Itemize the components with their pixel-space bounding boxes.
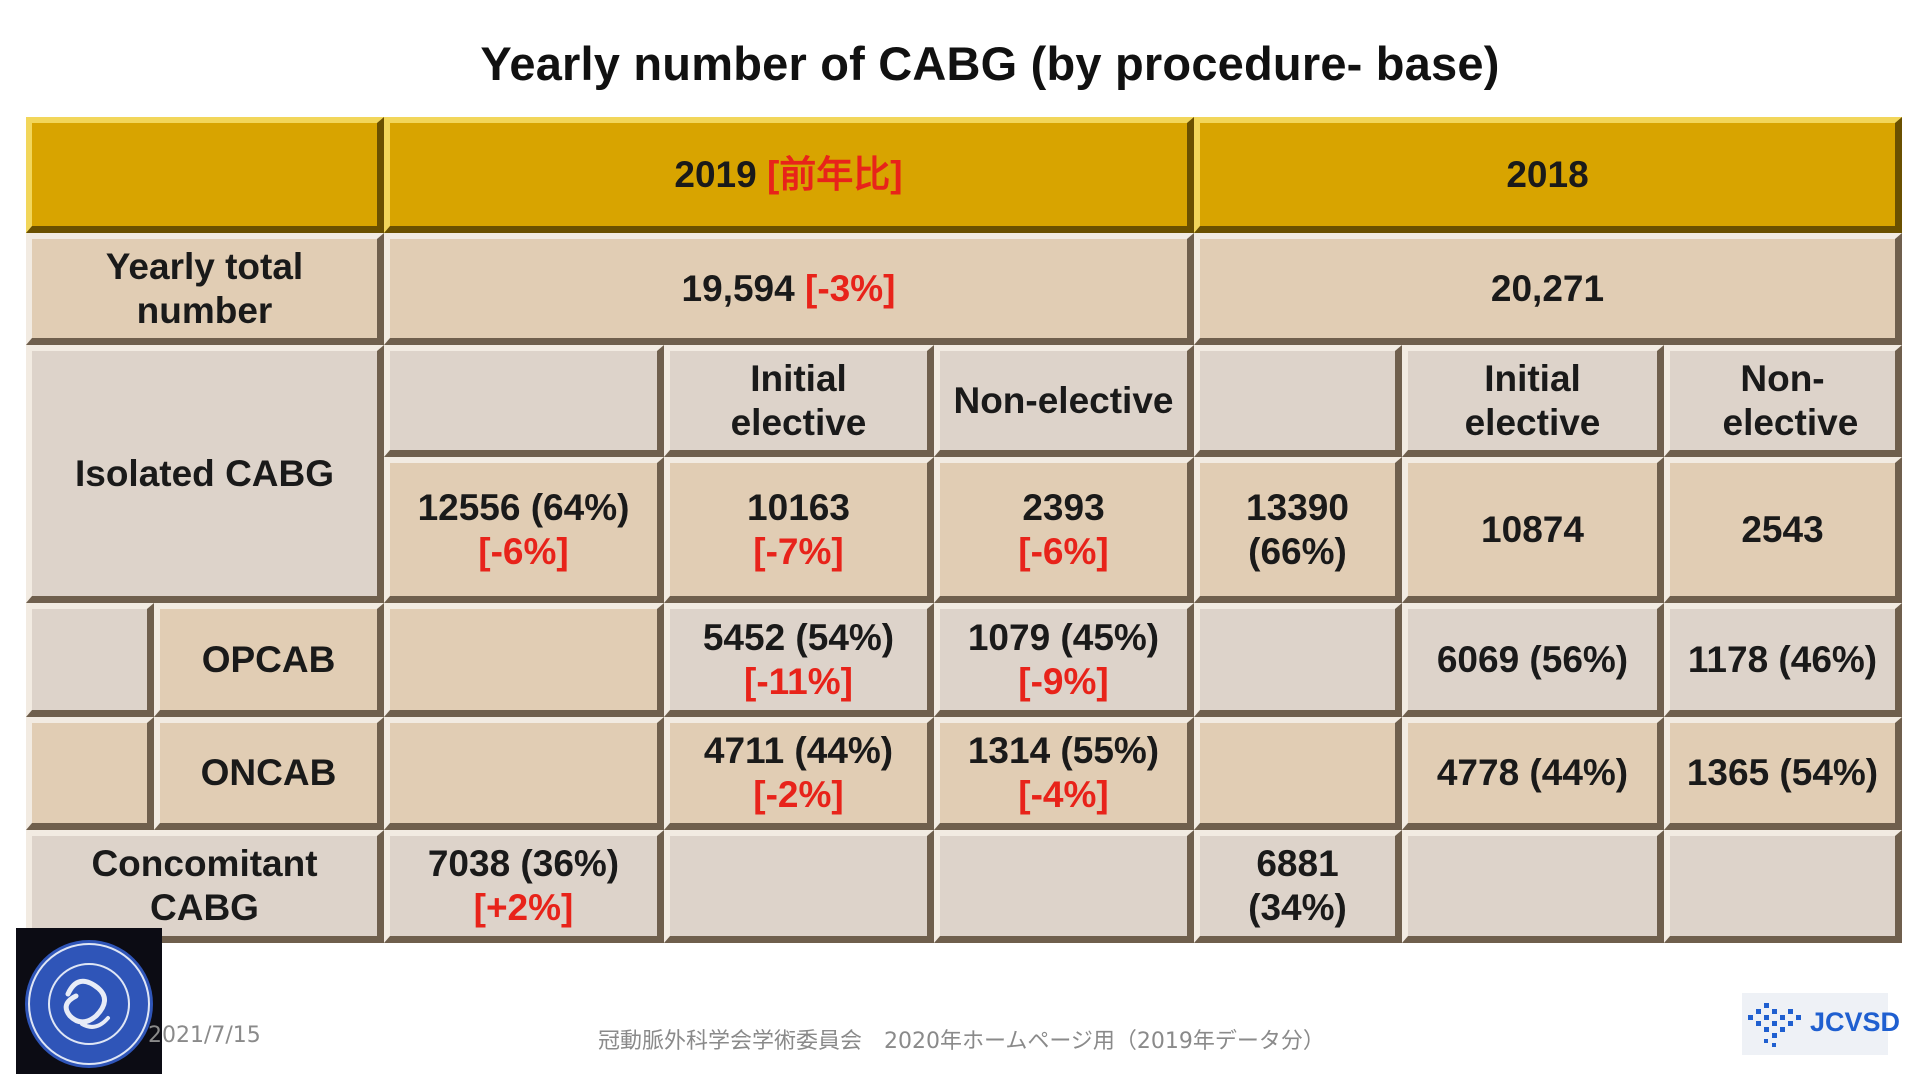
col-initial-elective-2019: Initial elective	[730, 357, 867, 443]
isolated-2018-nonelective: 2543	[1664, 457, 1902, 603]
isolated-2019-total: 12556 (64%) [-6%]	[384, 457, 664, 603]
isolated-2019-nonelective-change: [-6%]	[1018, 530, 1109, 572]
opcab-2018-nonelective: 1178 (46%)	[1664, 603, 1902, 717]
opcab-2019-blank	[384, 603, 664, 717]
concomitant-2018-total-value: 6881 (34%)	[1248, 843, 1347, 928]
opcab-indent	[26, 603, 154, 717]
concomitant-label: Concomitant CABG	[26, 830, 384, 943]
opcab-label-text: OPCAB	[201, 638, 336, 680]
header-2018-year: 2018	[1506, 153, 1589, 195]
concomitant-2019-total: 7038 (36%) [+2%]	[384, 830, 664, 943]
total-2018-value: 20,271	[1490, 267, 1605, 309]
oncab-2019-blank	[384, 717, 664, 830]
opcab-2019-initial-value: 5452 (54%)	[702, 616, 895, 658]
header-2019-year: 2019	[674, 153, 757, 195]
opcab-2019-initial-change: [-11%]	[744, 660, 853, 702]
concomitant-2018-total: 6881 (34%)	[1194, 830, 1402, 943]
oncab-2019-nonelective: 1314 (55%) [-4%]	[934, 717, 1194, 830]
isolated-2018-blank-header	[1194, 345, 1402, 457]
isolated-2019-nonelective: 2393 [-6%]	[934, 457, 1194, 603]
oncab-2019-initial-value: 4711 (44%)	[703, 730, 894, 772]
oncab-indent	[26, 717, 154, 830]
oncab-2018-initial: 4778 (44%)	[1402, 717, 1664, 830]
isolated-2019-initial-change: [-7%]	[753, 530, 844, 572]
jcvsd-logo: JCVSD	[1742, 993, 1900, 1055]
concomitant-2019-nonelective-blank	[934, 830, 1194, 943]
opcab-2018-blank	[1194, 603, 1402, 717]
col-initial-elective-2018: Initial elective	[1464, 357, 1601, 443]
opcab-label: OPCAB	[154, 603, 384, 717]
jcvsd-logo-icon	[1748, 1003, 1801, 1047]
opcab-2018-nonelective-value: 1178 (46%)	[1687, 638, 1878, 680]
total-2019-change: [-3%]	[805, 267, 896, 309]
isolated-2018-nonelective-header: Non-elective	[1664, 345, 1902, 457]
opcab-2019-nonelective-value: 1079 (45%)	[967, 616, 1160, 658]
concomitant-2018-nonelective-blank	[1664, 830, 1902, 943]
isolated-2019-nonelective-value: 2393	[1022, 486, 1105, 528]
isolated-2019-initial: 10163 [-7%]	[664, 457, 934, 603]
isolated-2019-nonelective-header: Non-elective	[934, 345, 1194, 457]
concomitant-2018-initial-blank	[1402, 830, 1664, 943]
col-nonelective-2019: Non-elective	[953, 379, 1174, 421]
isolated-label-text: Isolated CABG	[74, 452, 335, 494]
association-logo	[16, 928, 162, 1074]
oncab-2018-initial-value: 4778 (44%)	[1436, 752, 1629, 794]
total-label-text: Yearly total number	[105, 245, 304, 331]
slide-title: Yearly number of CABG (by procedure- bas…	[480, 37, 1500, 90]
footer-date: 2021/7/15	[148, 1023, 261, 1048]
oncab-2018-blank	[1194, 717, 1402, 830]
oncab-2019-initial-change: [-2%]	[753, 774, 844, 815]
isolated-label: Isolated CABG	[26, 345, 384, 603]
col-nonelective-2018: Non-elective	[1722, 357, 1859, 443]
oncab-2019-nonelective-change: [-4%]	[1018, 774, 1109, 815]
isolated-2019-total-value: 12556 (64%)	[417, 486, 630, 528]
isolated-2019-blank-header	[384, 345, 664, 457]
opcab-2018-initial: 6069 (56%)	[1402, 603, 1664, 717]
isolated-2019-initial-header: Initial elective	[664, 345, 934, 457]
header-2019: 2019 [前年比]	[384, 117, 1194, 233]
total-2018: 20,271	[1194, 233, 1902, 345]
oncab-label-text: ONCAB	[200, 752, 337, 794]
isolated-2018-initial: 10874	[1402, 457, 1664, 603]
isolated-2019-total-change: [-6%]	[478, 530, 569, 572]
oncab-label: ONCAB	[154, 717, 384, 830]
footer-center-note: 冠動脈外科学会学術委員会 2020年ホームページ用（2019年データ分）	[598, 1029, 1325, 1054]
oncab-2018-nonelective: 1365 (54%)	[1664, 717, 1902, 830]
oncab-2018-nonelective-value: 1365 (54%)	[1686, 752, 1879, 794]
concomitant-2019-total-value: 7038 (36%)	[427, 843, 620, 885]
opcab-2019-nonelective-change: [-9%]	[1018, 660, 1109, 702]
isolated-2018-initial-header: Initial elective	[1402, 345, 1664, 457]
jcvsd-logo-text: JCVSD	[1810, 1007, 1901, 1037]
total-label: Yearly total number	[26, 233, 384, 345]
oncab-2019-initial: 4711 (44%) [-2%]	[664, 717, 934, 830]
isolated-2018-total: 13390 (66%)	[1194, 457, 1402, 603]
total-2019: 19,594 [-3%]	[384, 233, 1194, 345]
header-2019-note: [前年比]	[766, 153, 903, 195]
header-corner	[26, 117, 384, 233]
isolated-2018-initial-value: 10874	[1481, 508, 1584, 550]
isolated-2019-initial-value: 10163	[747, 486, 850, 528]
total-2019-value: 19,594	[681, 267, 795, 309]
oncab-2019-nonelective-value: 1314 (55%)	[967, 730, 1160, 772]
association-logo-emblem	[25, 940, 153, 1068]
isolated-2018-nonelective-value: 2543	[1741, 508, 1824, 550]
concomitant-label-text: Concomitant CABG	[91, 843, 318, 928]
concomitant-2019-total-change: [+2%]	[473, 887, 574, 928]
opcab-2019-nonelective: 1079 (45%) [-9%]	[934, 603, 1194, 717]
header-2018: 2018	[1194, 117, 1902, 233]
opcab-2019-initial: 5452 (54%) [-11%]	[664, 603, 934, 717]
opcab-2018-initial-value: 6069 (56%)	[1436, 638, 1629, 680]
isolated-2018-total-value: 13390 (66%)	[1246, 486, 1349, 572]
concomitant-2019-initial-blank	[664, 830, 934, 943]
